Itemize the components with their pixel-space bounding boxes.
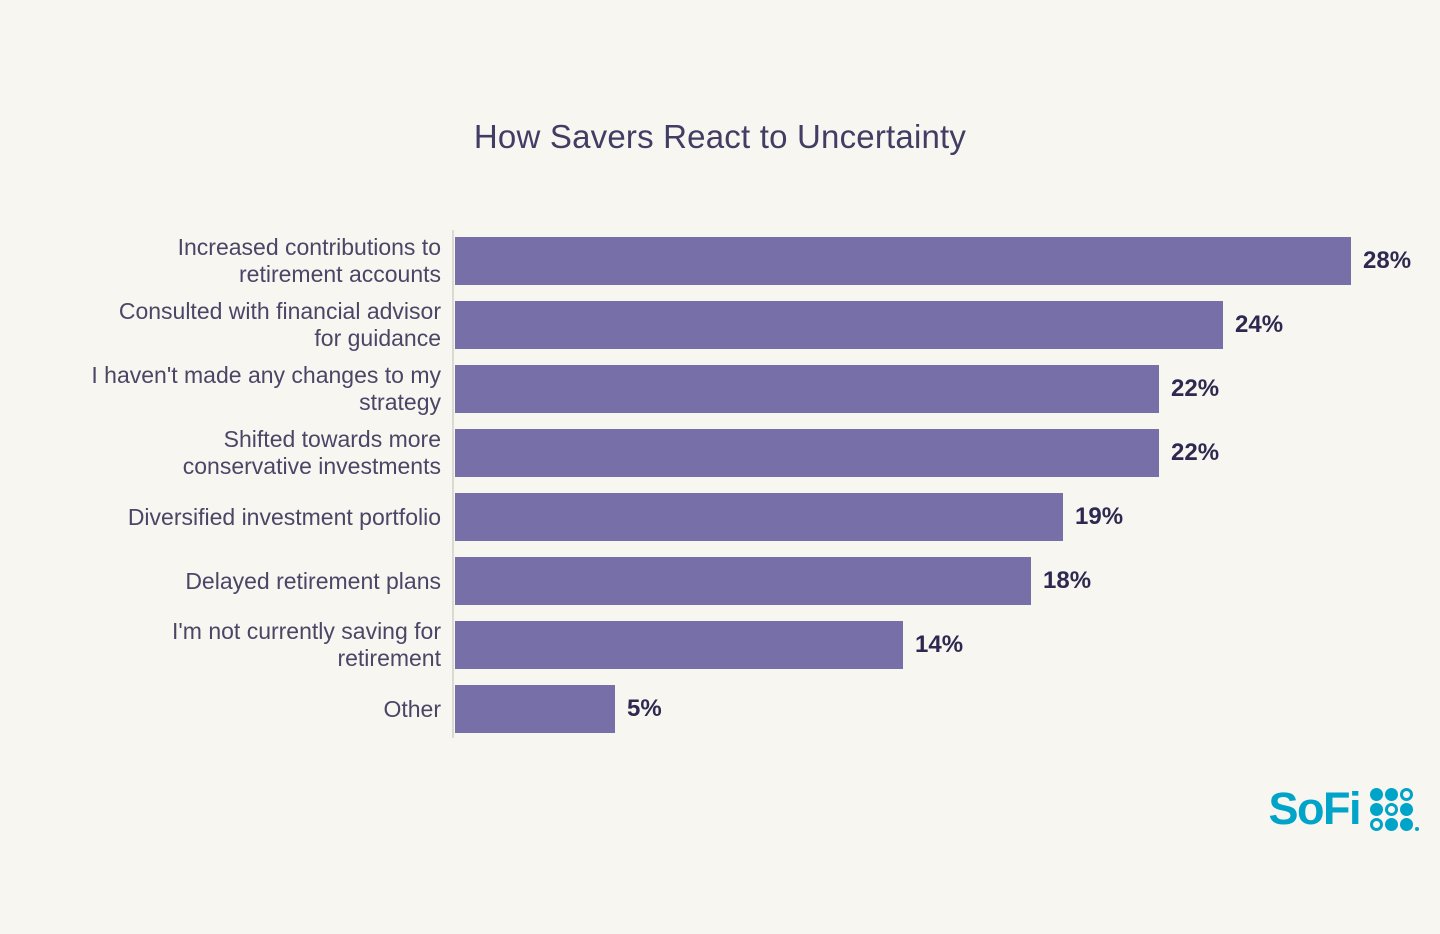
y-axis-line <box>452 230 454 738</box>
category-label: Delayed retirement plans <box>185 567 441 594</box>
ring-dot-icon <box>1370 817 1383 831</box>
category-label: Increased contributions to retirement ac… <box>177 234 441 287</box>
bar <box>455 365 1159 413</box>
category-label: Shifted towards more conservative invest… <box>182 426 441 479</box>
value-label: 22% <box>1171 375 1220 402</box>
category-label: Diversified investment portfolio <box>127 503 441 530</box>
sofi-dot-grid-icon <box>1370 787 1419 831</box>
filled-dot-icon <box>1370 787 1383 801</box>
category-label: I'm not currently saving for retirement <box>172 618 441 671</box>
value-label: 22% <box>1171 439 1220 466</box>
category-label: I haven't made any changes to my strateg… <box>91 362 441 415</box>
chart-title: How Savers React to Uncertainty <box>473 118 967 155</box>
value-label: 28% <box>1363 247 1412 274</box>
bar <box>455 301 1223 349</box>
ring-dot-icon <box>1400 787 1413 801</box>
chart-row: I haven't made any changes to my strateg… <box>0 362 1440 415</box>
ring-dot-icon <box>1385 802 1398 816</box>
sofi-logo: SoFi <box>1268 783 1419 834</box>
chart-row: Increased contributions to retirement ac… <box>0 234 1440 287</box>
chart-row: Diversified investment portfolio 19% <box>0 493 1440 541</box>
value-label: 24% <box>1235 311 1284 338</box>
category-label: Other <box>383 695 441 722</box>
chart-row: Delayed retirement plans 18% <box>0 557 1440 605</box>
filled-dot-icon <box>1385 817 1398 831</box>
trademark-dot <box>1415 826 1419 831</box>
chart-row: Shifted towards more conservative invest… <box>0 426 1440 479</box>
bar <box>455 493 1063 541</box>
filled-dot-icon <box>1400 802 1413 816</box>
bar <box>455 557 1031 605</box>
value-label: 5% <box>627 695 662 722</box>
category-label: Consulted with financial advisor for gui… <box>118 298 441 351</box>
chart-row: Consulted with financial advisor for gui… <box>0 298 1440 351</box>
value-label: 19% <box>1075 503 1124 530</box>
bar-chart: Increased contributions to retirement ac… <box>0 230 1440 738</box>
bar <box>455 685 615 733</box>
value-label: 18% <box>1043 567 1092 594</box>
value-label: 14% <box>915 631 964 658</box>
chart-row: Other 5% <box>0 685 1440 733</box>
bar <box>455 621 903 669</box>
chart-rows: Increased contributions to retirement ac… <box>0 234 1440 733</box>
sofi-logo-text: SoFi <box>1268 783 1362 834</box>
bar <box>455 429 1159 477</box>
chart-row: I'm not currently saving for retirement 1… <box>0 618 1440 671</box>
bar <box>455 237 1351 285</box>
filled-dot-icon <box>1370 802 1383 816</box>
filled-dot-icon <box>1385 787 1398 801</box>
filled-dot-icon <box>1400 817 1413 831</box>
